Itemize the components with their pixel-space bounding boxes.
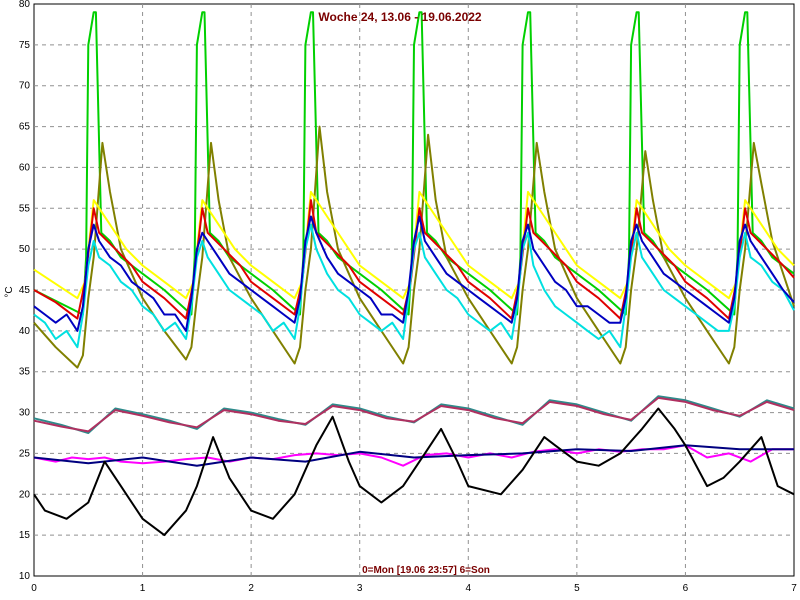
x-tick-label: 5 (574, 583, 580, 594)
y-tick-label: 60 (19, 162, 31, 173)
x-tick-label: 2 (248, 583, 254, 594)
chart-title: Woche 24, 13.06 - 19.06.2022 (318, 10, 482, 24)
series-line-11 (33, 407, 795, 537)
y-tick-label: 70 (19, 81, 31, 92)
x-tick-label: 0 (31, 583, 37, 594)
y-axis-label: °C (4, 286, 15, 297)
x-tick-label: 7 (791, 583, 797, 594)
series-line-9 (33, 444, 794, 467)
series-line-2 (33, 125, 795, 369)
y-tick-label: 10 (19, 571, 31, 582)
y-tick-label: 15 (19, 530, 31, 541)
y-tick-label: 65 (19, 122, 31, 133)
y-tick-labels: 10 15 20 25 30 35 40 45 50 55 60 65 70 75 80 (19, 0, 31, 582)
series-line-10 (33, 444, 794, 467)
y-tick-label: 45 (19, 285, 31, 296)
y-tick-label: 80 (19, 0, 31, 10)
series-line-8 (33, 396, 795, 433)
series-line-6 (33, 215, 795, 332)
series-line-3 (33, 190, 795, 300)
x-tick-label: 3 (357, 583, 363, 594)
series-line-4 (33, 199, 795, 320)
y-tick-label: 30 (19, 408, 31, 419)
x-tick-label: 4 (466, 583, 472, 594)
y-tick-label: 55 (19, 203, 31, 214)
x-tick-label: 1 (140, 583, 146, 594)
y-tick-label: 75 (19, 40, 31, 51)
y-tick-label: 20 (19, 489, 31, 500)
x-tick-label: 6 (683, 583, 689, 594)
series-lines (33, 11, 795, 537)
x-tick-labels: 0 1 2 3 4 5 6 7 (31, 583, 797, 594)
x-axis-caption: 0=Mon [19.06 23:57] 6=Son (362, 565, 490, 576)
y-tick-label: 50 (19, 244, 31, 255)
y-tick-label: 25 (19, 448, 31, 459)
y-tick-label: 35 (19, 367, 31, 378)
y-tick-label: 40 (19, 326, 31, 337)
